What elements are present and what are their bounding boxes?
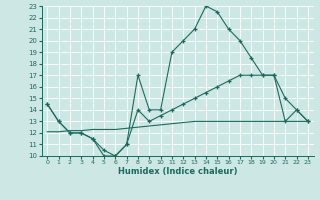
X-axis label: Humidex (Indice chaleur): Humidex (Indice chaleur) [118,167,237,176]
